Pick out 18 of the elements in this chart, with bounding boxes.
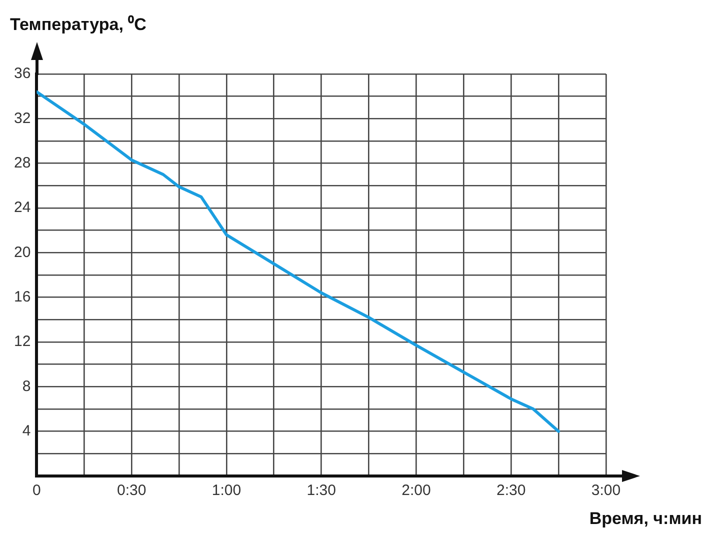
- x-tick-label: 1:30: [306, 482, 336, 500]
- y-tick-label: 16: [14, 288, 31, 306]
- x-axis-title: Время, ч:мин: [589, 509, 702, 528]
- y-tick-label: 32: [14, 110, 31, 127]
- x-tick-label: 3:00: [591, 482, 621, 500]
- y-tick-label: 24: [14, 199, 31, 216]
- x-tick-label: 2:30: [496, 482, 526, 500]
- x-tick-label: 1:00: [212, 482, 242, 500]
- y-axis-title: Температура, ⁰C: [10, 15, 146, 34]
- x-tick-label: 0: [32, 482, 41, 500]
- y-tick-label: 36: [14, 65, 31, 82]
- y-tick-label: 8: [22, 378, 31, 395]
- x-tick-label: 2:00: [402, 482, 431, 500]
- y-tick-label: 12: [14, 333, 31, 350]
- x-tick-label: 0:30: [116, 482, 146, 500]
- y-tick-label: 20: [14, 244, 31, 261]
- y-tick-label: 28: [14, 154, 31, 172]
- y-tick-label: 4: [22, 422, 31, 440]
